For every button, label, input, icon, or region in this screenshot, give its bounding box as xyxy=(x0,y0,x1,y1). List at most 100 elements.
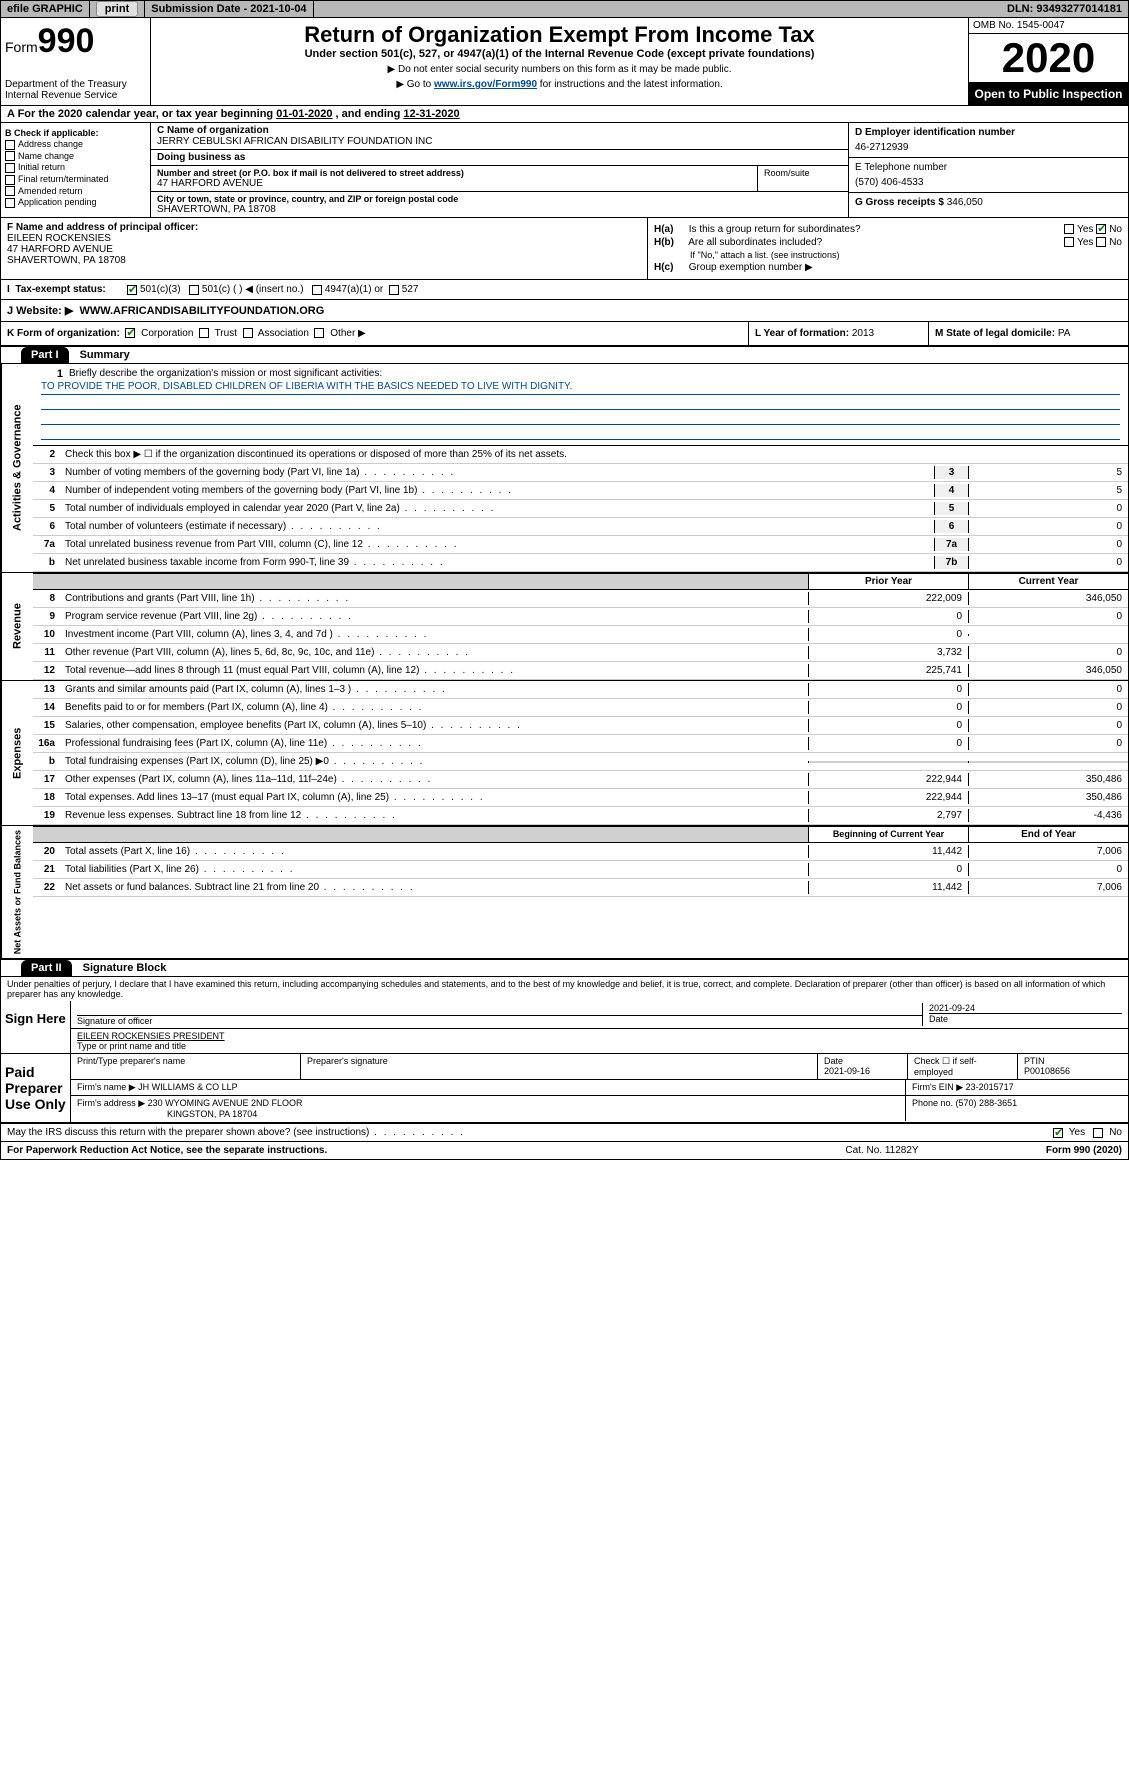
cb-trust[interactable] xyxy=(199,328,209,338)
cb-initial-return[interactable]: Initial return xyxy=(18,162,65,172)
state-domicile: PA xyxy=(1058,328,1071,339)
part-ii: Part II Signature Block Under penalties … xyxy=(1,960,1128,1141)
cb-address-change[interactable]: Address change xyxy=(18,139,83,149)
part-i-title: Summary xyxy=(72,347,138,363)
line-3: 3Number of voting members of the governi… xyxy=(33,464,1128,482)
firm-address: 230 WYOMING AVENUE 2ND FLOOR xyxy=(148,1098,303,1108)
cb-amended[interactable]: Amended return xyxy=(18,186,83,196)
form-title: Return of Organization Exempt From Incom… xyxy=(159,22,960,48)
preparer-date: 2021-09-16 xyxy=(824,1066,870,1076)
officer-printed-name: EILEEN ROCKENSIES PRESIDENT xyxy=(77,1031,1122,1041)
goto-note: ▶ Go to www.irs.gov/Form990 for instruct… xyxy=(159,79,960,90)
footer: For Paperwork Reduction Act Notice, see … xyxy=(1,1141,1128,1159)
line-8: 8Contributions and grants (Part VIII, li… xyxy=(33,590,1128,608)
side-revenue: Revenue xyxy=(1,573,33,680)
form-990-container: efile GRAPHIC print Submission Date - 20… xyxy=(0,0,1129,1160)
website-url: WWW.AFRICANDISABILITYFOUNDATION.ORG xyxy=(79,305,324,317)
line-16a: 16aProfessional fundraising fees (Part I… xyxy=(33,735,1128,753)
cb-527[interactable] xyxy=(389,285,399,295)
dln: DLN: 93493277014181 xyxy=(1001,1,1128,17)
omb-number: OMB No. 1545-0047 xyxy=(969,18,1128,34)
discuss-row: May the IRS discuss this return with the… xyxy=(1,1123,1128,1141)
website-row: J Website: ▶ WWW.AFRICANDISABILITYFOUNDA… xyxy=(1,300,1128,322)
tax-exempt-row: I Tax-exempt status: 501(c)(3) 501(c) ( … xyxy=(1,280,1128,300)
cb-501c[interactable] xyxy=(189,285,199,295)
sig-date: 2021-09-24 xyxy=(929,1003,1122,1013)
part-ii-badge: Part II xyxy=(21,960,72,976)
room-suite: Room/suite xyxy=(758,166,848,191)
org-name: JERRY CEBULSKI AFRICAN DISABILITY FOUNDA… xyxy=(157,136,842,147)
city-state-zip: SHAVERTOWN, PA 18708 xyxy=(157,204,842,215)
block-b: B Check if applicable: Address change Na… xyxy=(1,123,151,217)
paid-preparer-label: Paid Preparer Use Only xyxy=(1,1054,71,1122)
line-19: 19Revenue less expenses. Subtract line 1… xyxy=(33,807,1128,825)
part-i-badge: Part I xyxy=(21,347,69,363)
irs-link[interactable]: www.irs.gov/Form990 xyxy=(434,79,537,90)
line-17: 17Other expenses (Part IX, column (A), l… xyxy=(33,771,1128,789)
line-5: 5Total number of individuals employed in… xyxy=(33,500,1128,518)
part-i: Part I Summary Activities & Governance 1… xyxy=(1,347,1128,960)
side-expenses: Expenses xyxy=(1,681,33,825)
department: Department of the Treasury Internal Reve… xyxy=(5,79,146,101)
line-12: 12Total revenue—add lines 8 through 11 (… xyxy=(33,662,1128,680)
line-10: 10Investment income (Part VIII, column (… xyxy=(33,626,1128,644)
pra-notice: For Paperwork Reduction Act Notice, see … xyxy=(7,1145,802,1156)
ptin: P00108656 xyxy=(1024,1066,1070,1076)
block-c: C Name of organization JERRY CEBULSKI AF… xyxy=(151,123,848,217)
top-bar: efile GRAPHIC print Submission Date - 20… xyxy=(1,1,1128,18)
mission-text: TO PROVIDE THE POOR, DISABLED CHILDREN O… xyxy=(41,381,1120,395)
cb-4947[interactable] xyxy=(312,285,322,295)
cb-other[interactable] xyxy=(314,328,324,338)
perjury-text: Under penalties of perjury, I declare th… xyxy=(1,977,1128,1001)
cb-discuss-yes[interactable] xyxy=(1053,1128,1063,1138)
col-end-year: End of Year xyxy=(968,827,1128,842)
line-21: 21Total liabilities (Part X, line 26)00 xyxy=(33,861,1128,879)
ssn-note: ▶ Do not enter social security numbers o… xyxy=(159,64,960,75)
print-button[interactable]: print xyxy=(96,1,138,17)
officer-addr2: SHAVERTOWN, PA 18708 xyxy=(7,255,641,266)
line-20: 20Total assets (Part X, line 16)11,4427,… xyxy=(33,843,1128,861)
bcd-row: B Check if applicable: Address change Na… xyxy=(1,123,1128,218)
form-header: Form990 Department of the Treasury Inter… xyxy=(1,18,1128,106)
sign-here-label: Sign Here xyxy=(1,1001,71,1053)
cb-corporation[interactable] xyxy=(125,328,135,338)
line-7a: 7aTotal unrelated business revenue from … xyxy=(33,536,1128,554)
form-subtitle: Under section 501(c), 527, or 4947(a)(1)… xyxy=(159,48,960,60)
line-11: 11Other revenue (Part VIII, column (A), … xyxy=(33,644,1128,662)
gross-receipts: 346,050 xyxy=(947,197,983,208)
phone: (570) 406-4533 xyxy=(855,177,1122,188)
form-number: Form990 xyxy=(5,22,146,61)
cb-final-return[interactable]: Final return/terminated xyxy=(18,174,109,184)
form-ref: Form 990 (2020) xyxy=(962,1145,1122,1156)
firm-ein: 23-2015717 xyxy=(966,1082,1014,1092)
line-b: bTotal fundraising expenses (Part IX, co… xyxy=(33,753,1128,771)
period-row: A For the 2020 calendar year, or tax yea… xyxy=(1,106,1128,123)
side-governance: Activities & Governance xyxy=(1,364,33,572)
cb-name-change[interactable]: Name change xyxy=(18,151,74,161)
line-18: 18Total expenses. Add lines 13–17 (must … xyxy=(33,789,1128,807)
cat-no: Cat. No. 11282Y xyxy=(802,1145,962,1156)
block-d: D Employer identification number 46-2712… xyxy=(848,123,1128,217)
cb-501c3[interactable] xyxy=(127,285,137,295)
firm-name: JH WILLIAMS & CO LLP xyxy=(138,1082,238,1092)
line-22: 22Net assets or fund balances. Subtract … xyxy=(33,879,1128,897)
line-6: 6Total number of volunteers (estimate if… xyxy=(33,518,1128,536)
submission-date: Submission Date - 2021-10-04 xyxy=(145,1,313,17)
line-7b: bNet unrelated business taxable income f… xyxy=(33,554,1128,572)
cb-discuss-no[interactable] xyxy=(1093,1128,1103,1138)
cb-app-pending[interactable]: Application pending xyxy=(18,197,97,207)
line-15: 15Salaries, other compensation, employee… xyxy=(33,717,1128,735)
firm-phone: (570) 288-3651 xyxy=(956,1098,1018,1108)
col-begin-year: Beginning of Current Year xyxy=(808,827,968,842)
part-ii-title: Signature Block xyxy=(75,960,175,976)
line-9: 9Program service revenue (Part VIII, lin… xyxy=(33,608,1128,626)
year-formation: 2013 xyxy=(852,328,874,339)
cb-association[interactable] xyxy=(243,328,253,338)
officer-name: EILEEN ROCKENSIES xyxy=(7,233,641,244)
tax-year: 2020 xyxy=(969,34,1128,83)
firm-city: KINGSTON, PA 18704 xyxy=(77,1109,257,1119)
ein: 46-2712939 xyxy=(855,142,1122,153)
col-prior-year: Prior Year xyxy=(808,574,968,589)
kform-row: K Form of organization: Corporation Trus… xyxy=(1,322,1128,347)
line-4: 4Number of independent voting members of… xyxy=(33,482,1128,500)
